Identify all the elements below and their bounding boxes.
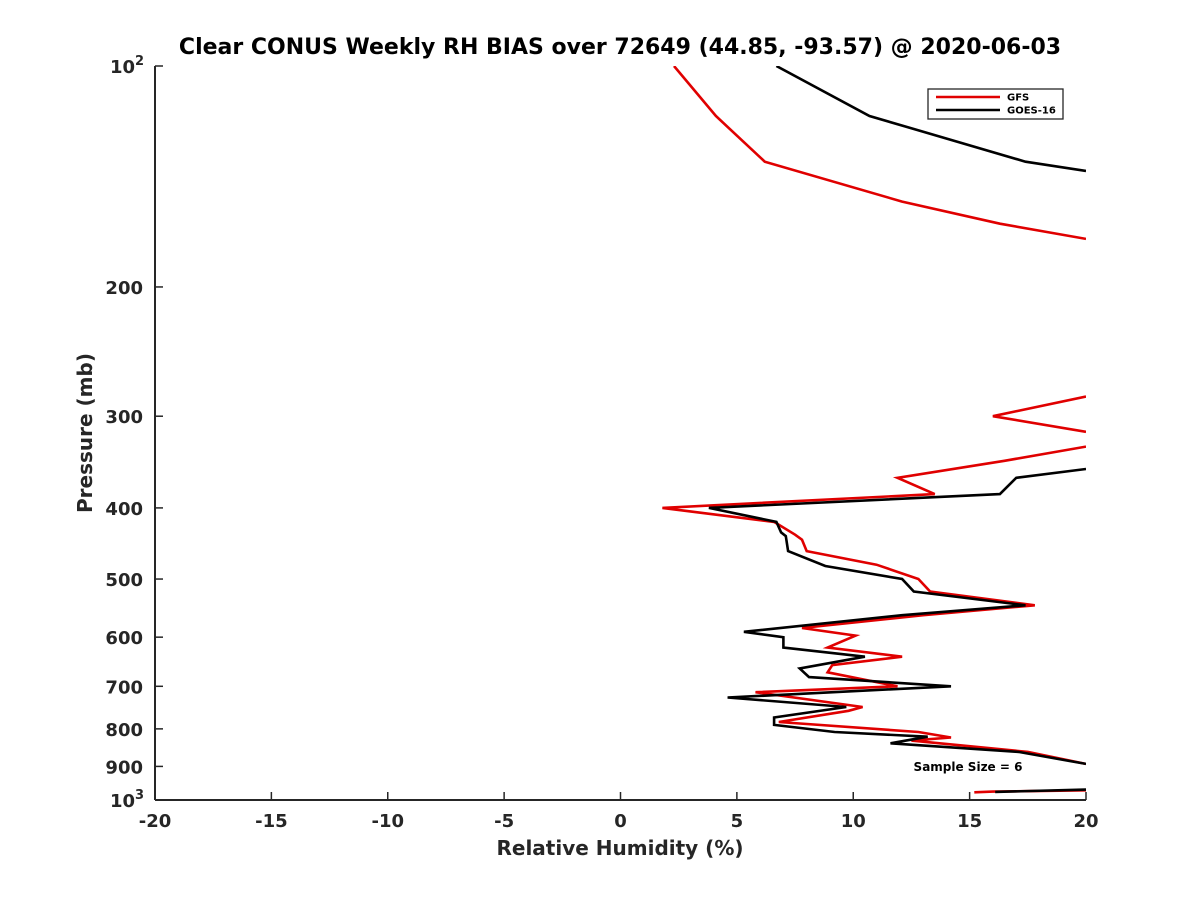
series-line-gfs-segment-3 xyxy=(662,445,1086,766)
x-tick-label: 20 xyxy=(1073,811,1098,832)
y-tick-label: 10 xyxy=(110,791,135,812)
legend-label-gfs: GFS xyxy=(1007,93,1029,104)
x-axis-label: Relative Humidity (%) xyxy=(496,836,743,860)
x-tick-label: 15 xyxy=(957,811,982,832)
y-tick-label: 600 xyxy=(105,628,143,649)
y-tick-label: 200 xyxy=(105,278,143,299)
legend-box xyxy=(927,88,1064,120)
series-line-goes-16-segment-2 xyxy=(708,467,1086,766)
x-tick-label: -15 xyxy=(255,811,288,832)
y-tick-label: 800 xyxy=(105,720,143,741)
y-tick-label-exponent: 2 xyxy=(135,54,144,69)
y-tick-label: 500 xyxy=(105,570,143,591)
x-tick-label: -5 xyxy=(494,811,514,832)
y-tick-label-exponent: 3 xyxy=(135,788,144,803)
series-line-goes-16-segment-1 xyxy=(775,66,1086,173)
series-line-gfs-segment-1 xyxy=(673,66,1086,241)
x-ticks: -20 -15 -10 -5 0 5 10 15 20 xyxy=(139,792,1099,832)
legend: GFS GOES-16 xyxy=(927,88,1064,120)
y-tick-label: 900 xyxy=(105,757,143,778)
x-tick-label: 5 xyxy=(731,811,744,832)
plot-area xyxy=(155,66,1086,799)
x-tick-label: -20 xyxy=(139,811,172,832)
x-tick-label: 10 xyxy=(841,811,866,832)
y-tick-label: 700 xyxy=(105,677,143,698)
y-axis-label: Pressure (mb) xyxy=(73,353,97,513)
sample-size-annotation: Sample Size = 6 xyxy=(914,760,1023,774)
plot-lines xyxy=(662,66,1086,794)
y-tick-label: 300 xyxy=(105,407,143,428)
y-tick-label: 400 xyxy=(105,499,143,520)
series-line-gfs-segment-2 xyxy=(992,395,1086,434)
x-tick-label: 0 xyxy=(614,811,627,832)
series-line-goes-16-segment-3 xyxy=(995,788,1086,794)
legend-label-goes-16: GOES-16 xyxy=(1007,106,1056,117)
chart-title: Clear CONUS Weekly RH BIAS over 72649 (4… xyxy=(179,35,1061,60)
y-tick-label: 10 xyxy=(110,57,135,78)
x-tick-label: -10 xyxy=(371,811,404,832)
